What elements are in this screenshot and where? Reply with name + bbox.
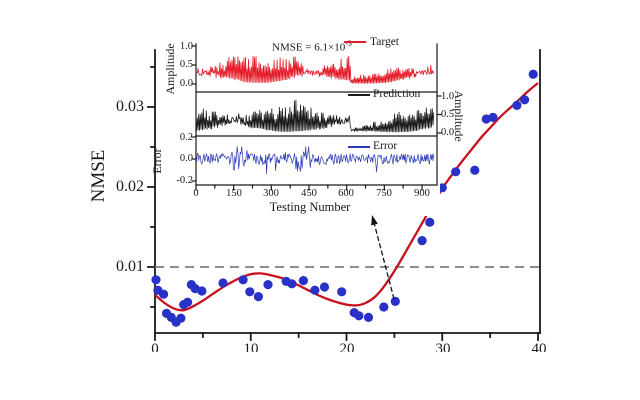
prediction-waveform <box>196 99 435 133</box>
annotation-arrow-head <box>371 215 378 226</box>
inset-x-tick: 900 <box>414 188 430 199</box>
data-point <box>159 289 169 299</box>
inset-prediction-y-tick: 0.0 <box>441 127 455 138</box>
data-point <box>390 296 400 306</box>
inset-x-tick: 750 <box>376 188 392 199</box>
data-point <box>528 69 538 79</box>
data-point <box>253 292 263 302</box>
inset-target-y-tick: 1.0 <box>179 41 193 52</box>
data-point <box>197 286 207 296</box>
data-point <box>451 167 461 177</box>
data-point <box>354 311 364 321</box>
inset-target-y-tick: 0.0 <box>179 78 193 89</box>
data-point <box>176 313 186 323</box>
data-point <box>363 312 374 322</box>
data-point <box>151 275 161 285</box>
data-point <box>379 302 389 312</box>
data-point <box>319 282 330 292</box>
data-point <box>520 95 530 105</box>
main-y-tick-label: 0.03 <box>116 98 144 115</box>
error-legend-label: Error <box>373 140 398 152</box>
target-legend-label: Target <box>370 36 399 48</box>
inset-x-tick: 300 <box>263 188 279 199</box>
data-point <box>512 100 522 110</box>
target-waveform <box>196 55 435 84</box>
main-axes <box>154 49 541 334</box>
inset-target-y-tick: 0.5 <box>179 59 193 70</box>
target-legend-line <box>344 41 366 43</box>
inset-nmse-annotation: NMSE = 6.1×10-3 <box>272 39 352 54</box>
prediction-legend-label: Prediction <box>373 88 421 100</box>
inset-x-tick: 600 <box>338 188 354 199</box>
data-point <box>337 287 347 297</box>
main-y-tick-label: 0.01 <box>116 258 144 275</box>
inset-prediction-y-tick: 0.5 <box>441 109 455 120</box>
inset-nmse-annotation-base: NMSE = 6.1×10 <box>272 41 346 54</box>
data-point <box>310 285 320 295</box>
main-y-axis-label: NMSE <box>88 149 109 203</box>
data-point <box>488 112 498 122</box>
data-point <box>470 165 480 175</box>
prediction-legend-line <box>348 94 370 96</box>
inset-error-y-tick: 0.2 <box>179 132 193 143</box>
inset-x-tick: 0 <box>193 188 199 199</box>
data-point <box>263 280 273 290</box>
data-point <box>245 287 255 297</box>
inset-error-y-tick: 0.0 <box>179 153 193 164</box>
data-point <box>298 276 308 286</box>
data-point <box>417 236 427 246</box>
inset-axes <box>191 43 442 191</box>
main-x-tick-label: 0 <box>151 341 159 357</box>
inset-error-y-tick: -0.2 <box>176 175 193 186</box>
error-legend-line <box>348 146 370 148</box>
inset-x-tick: 450 <box>301 188 317 199</box>
data-point <box>425 217 435 227</box>
data-point <box>218 278 228 288</box>
scatter-points <box>151 69 538 327</box>
main-y-tick-label: 0.02 <box>116 178 144 195</box>
inset-error-y-axis-label: Error <box>150 148 164 174</box>
inset-x-axis-label: Testing Number <box>269 200 351 214</box>
annotation-arrow-shaft <box>373 224 395 300</box>
data-point <box>183 297 193 307</box>
figure-crop-whitespace <box>0 352 640 400</box>
fit-curve <box>154 82 539 312</box>
data-point <box>238 275 248 285</box>
inset-nmse-annotation-exponent: -3 <box>345 39 352 48</box>
error-waveform <box>196 146 435 175</box>
inset-prediction-y-tick: 1.0 <box>441 91 455 102</box>
inset-x-tick: 150 <box>226 188 242 199</box>
data-point <box>287 279 297 289</box>
